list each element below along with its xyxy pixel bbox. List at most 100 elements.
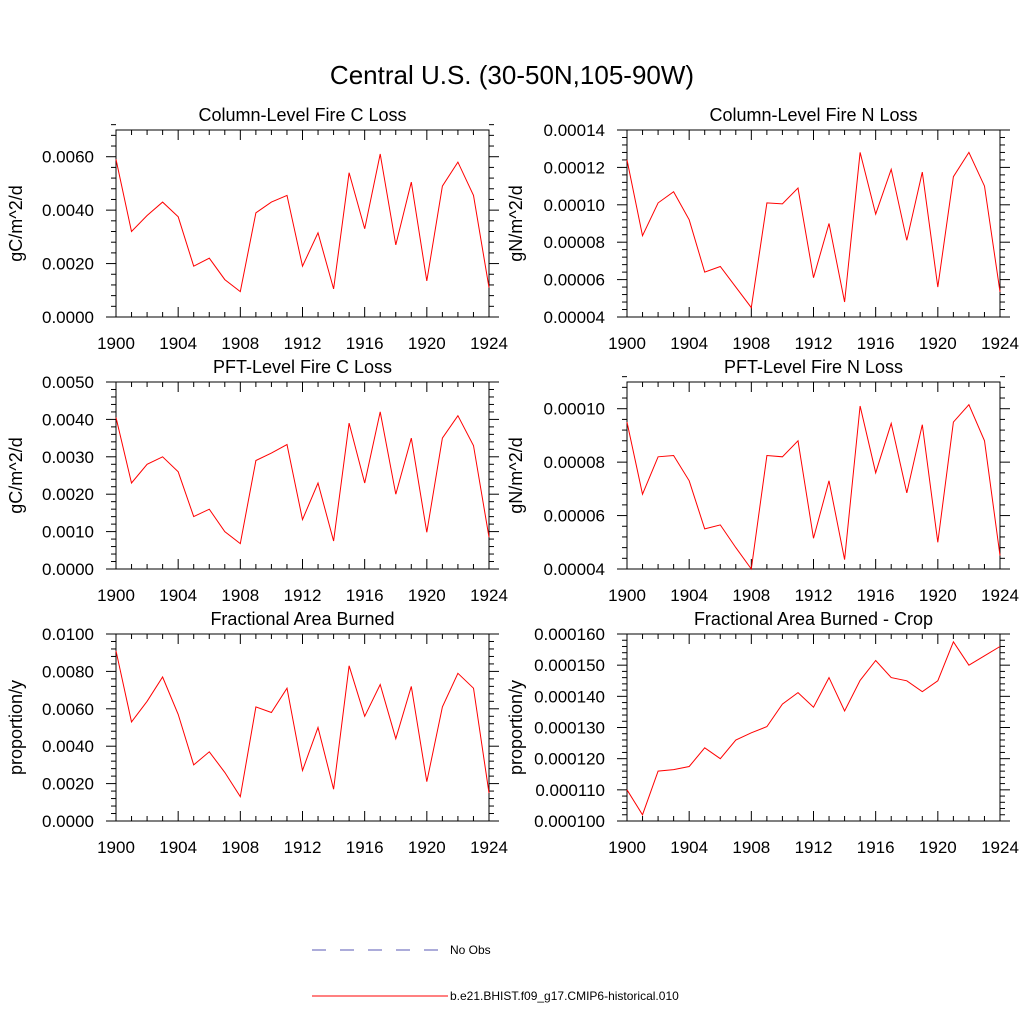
y-tick-label: 0.0000 — [42, 560, 94, 579]
plot-frame — [115, 129, 490, 318]
x-tick-label: 1924 — [981, 334, 1019, 353]
x-tick-label: 1916 — [857, 334, 895, 353]
y-tick-label: 0.00004 — [544, 308, 605, 327]
x-tick-label: 1900 — [97, 586, 135, 605]
x-tick-label: 1916 — [346, 838, 384, 857]
plot-frame — [626, 129, 1001, 318]
x-tick-label: 1912 — [284, 838, 322, 857]
y-tick-label: 0.0100 — [42, 625, 94, 644]
panel-title: Fractional Area Burned — [210, 609, 394, 629]
y-tick-label: 0.0080 — [42, 662, 94, 681]
series-line — [115, 411, 490, 545]
y-tick-label: 0.000130 — [534, 719, 605, 738]
x-tick-label: 1900 — [608, 334, 646, 353]
chart-panel-4: PFT-Level Fire N Loss 1900 1904 1908 1912 191… — [506, 357, 1019, 605]
x-tick-label: 1924 — [981, 586, 1019, 605]
plot-frame — [626, 381, 1001, 570]
y-tick-label: 0.00012 — [544, 158, 605, 177]
panel-title: Column-Level Fire C Loss — [198, 105, 406, 125]
x-tick-label: 1916 — [857, 838, 895, 857]
x-tick-label: 1904 — [159, 838, 197, 857]
y-tick-label: 0.000100 — [534, 812, 605, 831]
y-tick-label: 0.0040 — [42, 410, 94, 429]
y-tick-label: 0.0000 — [42, 308, 94, 327]
y-tick-label: 0.00010 — [544, 400, 605, 419]
x-tick-label: 1904 — [670, 334, 708, 353]
y-tick-label: 0.00008 — [544, 453, 605, 472]
x-tick-label: 1920 — [408, 334, 446, 353]
y-axis-label: gC/m^2/d — [6, 437, 26, 513]
series-line — [626, 640, 1001, 816]
x-tick-label: 1920 — [408, 586, 446, 605]
y-tick-label: 0.000110 — [535, 781, 605, 800]
x-tick-label: 1904 — [670, 586, 708, 605]
y-tick-label: 0.00006 — [544, 507, 605, 526]
series-line — [626, 151, 1001, 309]
x-tick-label: 1904 — [159, 334, 197, 353]
x-tick-label: 1908 — [732, 334, 770, 353]
y-tick-label: 0.0060 — [42, 148, 94, 167]
legend: No Obs b.e21.BHIST.f09_g17.CMIP6-histori… — [312, 943, 679, 1003]
legend-model-label: b.e21.BHIST.f09_g17.CMIP6-historical.010 — [450, 989, 679, 1003]
y-tick-label: 0.0000 — [42, 812, 94, 831]
x-tick-label: 1912 — [284, 586, 322, 605]
x-tick-label: 1916 — [346, 334, 384, 353]
x-tick-label: 1900 — [608, 586, 646, 605]
x-tick-label: 1904 — [670, 838, 708, 857]
x-tick-label: 1920 — [919, 586, 957, 605]
x-tick-label: 1920 — [919, 334, 957, 353]
y-tick-label: 0.00006 — [544, 271, 605, 290]
chart-panel-3: PFT-Level Fire C Loss 1900 1904 1908 1912 191… — [6, 357, 508, 605]
x-tick-label: 1920 — [408, 838, 446, 857]
x-tick-label: 1900 — [97, 838, 135, 857]
chart-panel-5: Fractional Area Burned 1900 1904 1908 1912 19… — [6, 609, 508, 857]
series-line — [115, 153, 490, 293]
y-axis-label: proportion/y — [6, 680, 26, 775]
x-tick-label: 1916 — [346, 586, 384, 605]
plot-frame — [626, 633, 1001, 822]
y-tick-label: 0.00008 — [544, 233, 605, 252]
x-tick-label: 1904 — [159, 586, 197, 605]
y-tick-label: 0.0020 — [42, 255, 94, 274]
series-line — [115, 650, 490, 799]
x-tick-label: 1908 — [732, 838, 770, 857]
x-tick-label: 1920 — [919, 838, 957, 857]
plot-frame — [115, 633, 490, 822]
x-tick-label: 1924 — [981, 838, 1019, 857]
chart-panel-1: Column-Level Fire C Loss 1900 1904 1908 1912… — [6, 105, 508, 353]
panel-title: Column-Level Fire N Loss — [709, 105, 917, 125]
x-tick-label: 1924 — [470, 586, 508, 605]
y-tick-label: 0.0050 — [42, 373, 94, 392]
y-axis-label: gC/m^2/d — [6, 185, 26, 261]
figure-title: Central U.S. (30-50N,105-90W) — [330, 60, 694, 90]
y-tick-label: 0.00014 — [544, 121, 605, 140]
chart-panels: Column-Level Fire C Loss 1900 1904 1908 1912… — [6, 105, 1019, 857]
x-tick-label: 1912 — [795, 334, 833, 353]
panel-title: PFT-Level Fire N Loss — [724, 357, 903, 377]
x-tick-label: 1924 — [470, 838, 508, 857]
x-tick-label: 1916 — [857, 586, 895, 605]
plot-frame — [115, 381, 490, 570]
y-axis-label: gN/m^2/d — [506, 437, 526, 513]
y-tick-label: 0.000160 — [534, 625, 605, 644]
x-tick-label: 1908 — [221, 586, 259, 605]
y-tick-label: 0.0020 — [42, 485, 94, 504]
chart-panel-2: Column-Level Fire N Loss 1900 1904 1908 1912… — [506, 105, 1019, 353]
y-tick-label: 0.0030 — [42, 448, 94, 467]
x-tick-label: 1912 — [795, 838, 833, 857]
x-tick-label: 1908 — [221, 334, 259, 353]
x-tick-label: 1908 — [732, 586, 770, 605]
y-axis-label: proportion/y — [506, 680, 526, 775]
y-tick-label: 0.0060 — [42, 700, 94, 719]
panel-title: PFT-Level Fire C Loss — [213, 357, 392, 377]
y-tick-label: 0.00010 — [544, 196, 605, 215]
x-tick-label: 1900 — [608, 838, 646, 857]
y-tick-label: 0.0040 — [42, 737, 94, 756]
y-tick-label: 0.000140 — [534, 687, 605, 706]
x-tick-label: 1900 — [97, 334, 135, 353]
legend-obs-label: No Obs — [450, 943, 491, 957]
x-tick-label: 1924 — [470, 334, 508, 353]
x-tick-label: 1908 — [221, 838, 259, 857]
chart-panel-6: Fractional Area Burned - Crop 1900 1904 190… — [506, 609, 1019, 857]
